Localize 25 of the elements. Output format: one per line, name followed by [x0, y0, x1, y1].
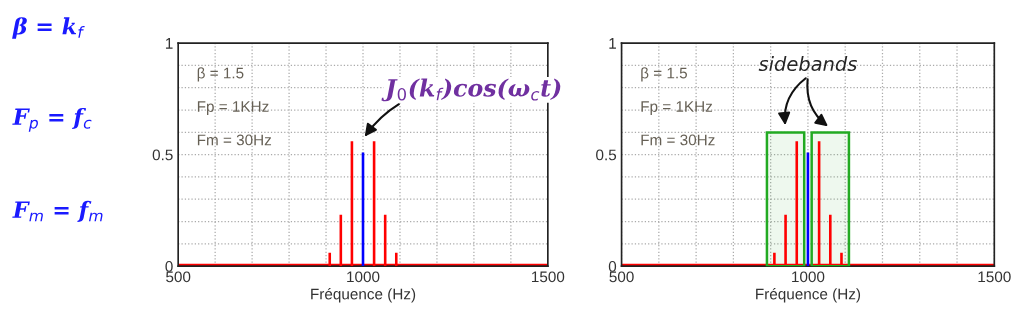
annotation: sidebands — [758, 56, 857, 72]
y-tick-label: 1 — [609, 38, 616, 49]
annotation: Fm = 30Hz — [197, 134, 272, 146]
x-tick-label: 1000 — [347, 271, 380, 283]
annotation: β = 1.5 — [197, 67, 244, 82]
x-axis-title: Fréquence (Hz) — [756, 288, 861, 303]
annotation: Fm = 30Hz — [641, 134, 715, 146]
annotation: β = 1.5 — [641, 67, 687, 82]
x-tick-label: 500 — [166, 271, 191, 283]
text: F$_{m}$ = f$_{m}$ — [12, 200, 103, 222]
y-tick-label: 1 — [165, 38, 173, 49]
x-tick-label: 1000 — [792, 271, 825, 283]
x-axis-title: Fréquence (Hz) — [311, 288, 416, 303]
y-tick-label: 0.5 — [152, 149, 173, 161]
x-tick-label: 500 — [609, 271, 634, 283]
x-tick-label: 1500 — [978, 271, 1011, 283]
text: β = k$_{f}$ — [12, 17, 85, 39]
x-tick-label: 1500 — [532, 271, 565, 283]
y-tick-label: 0.5 — [596, 149, 617, 161]
y-tick-label: 0 — [165, 261, 173, 272]
text: F$_{p}$ = f$_{c}$ — [12, 107, 92, 132]
annotation: J$_{0}$(k$_{f}$)cos(ω$_{c}$t) — [381, 78, 561, 102]
y-tick-label: 0 — [608, 261, 617, 272]
annotation: Fp = 1KHz — [641, 101, 713, 115]
annotation: Fp = 1KHz — [197, 101, 269, 115]
